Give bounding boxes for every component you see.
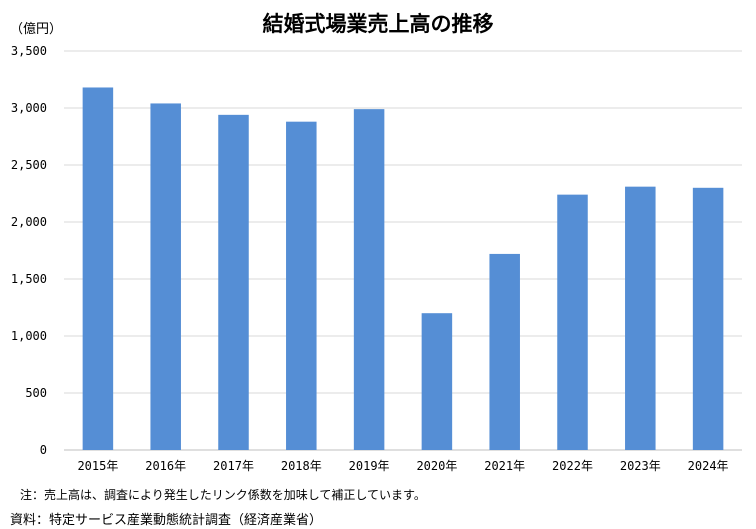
footnote: 注：売上高は、調査により発生したリンク係数を加味して補正しています。 — [20, 488, 426, 502]
source-note: 資料：特定サービス産業動態統計調査（経済産業省） — [10, 513, 323, 528]
y-tick-label: 1,000 — [11, 329, 47, 343]
y-tick-label: 2,000 — [11, 215, 47, 229]
bar — [692, 187, 724, 451]
bars — [82, 87, 724, 451]
bar — [489, 253, 520, 450]
y-tick-label: 3,000 — [11, 101, 47, 115]
chart-title: 結婚式場業売上高の推移 — [262, 12, 494, 36]
bar — [353, 109, 385, 450]
x-tick-label: 2016年 — [145, 459, 186, 473]
x-tick-label: 2019年 — [349, 459, 390, 473]
y-tick-label: 1,500 — [11, 272, 47, 286]
y-tick-label: 2,500 — [11, 158, 47, 172]
bar — [286, 121, 317, 451]
bar — [421, 313, 453, 450]
x-tick-label: 2021年 — [484, 459, 525, 473]
y-tick-label: 500 — [25, 386, 47, 400]
y-tick-label: 3,500 — [11, 44, 47, 58]
bar — [82, 87, 114, 450]
x-tick-label: 2024年 — [688, 459, 729, 473]
bar — [218, 114, 249, 450]
x-tick-label: 2020年 — [416, 459, 457, 473]
x-tick-label: 2022年 — [552, 459, 593, 473]
bar — [150, 103, 181, 450]
y-tick-label: 0 — [40, 443, 47, 457]
x-tick-labels: 2015年 2016年 2017年 2018年 2019年 2020年 2021年 2022年… — [77, 459, 728, 473]
x-tick-label: 2017年 — [213, 459, 254, 473]
x-tick-label: 2018年 — [281, 459, 322, 473]
y-axis-unit-label: （億円） — [10, 22, 63, 37]
bar — [557, 194, 588, 450]
bar — [625, 186, 656, 450]
x-tick-label: 2023年 — [620, 459, 661, 473]
y-tick-labels: 0 500 1,000 1,500 2,000 2,500 3,000 3,500 — [11, 44, 47, 457]
x-tick-label: 2015年 — [77, 459, 118, 473]
